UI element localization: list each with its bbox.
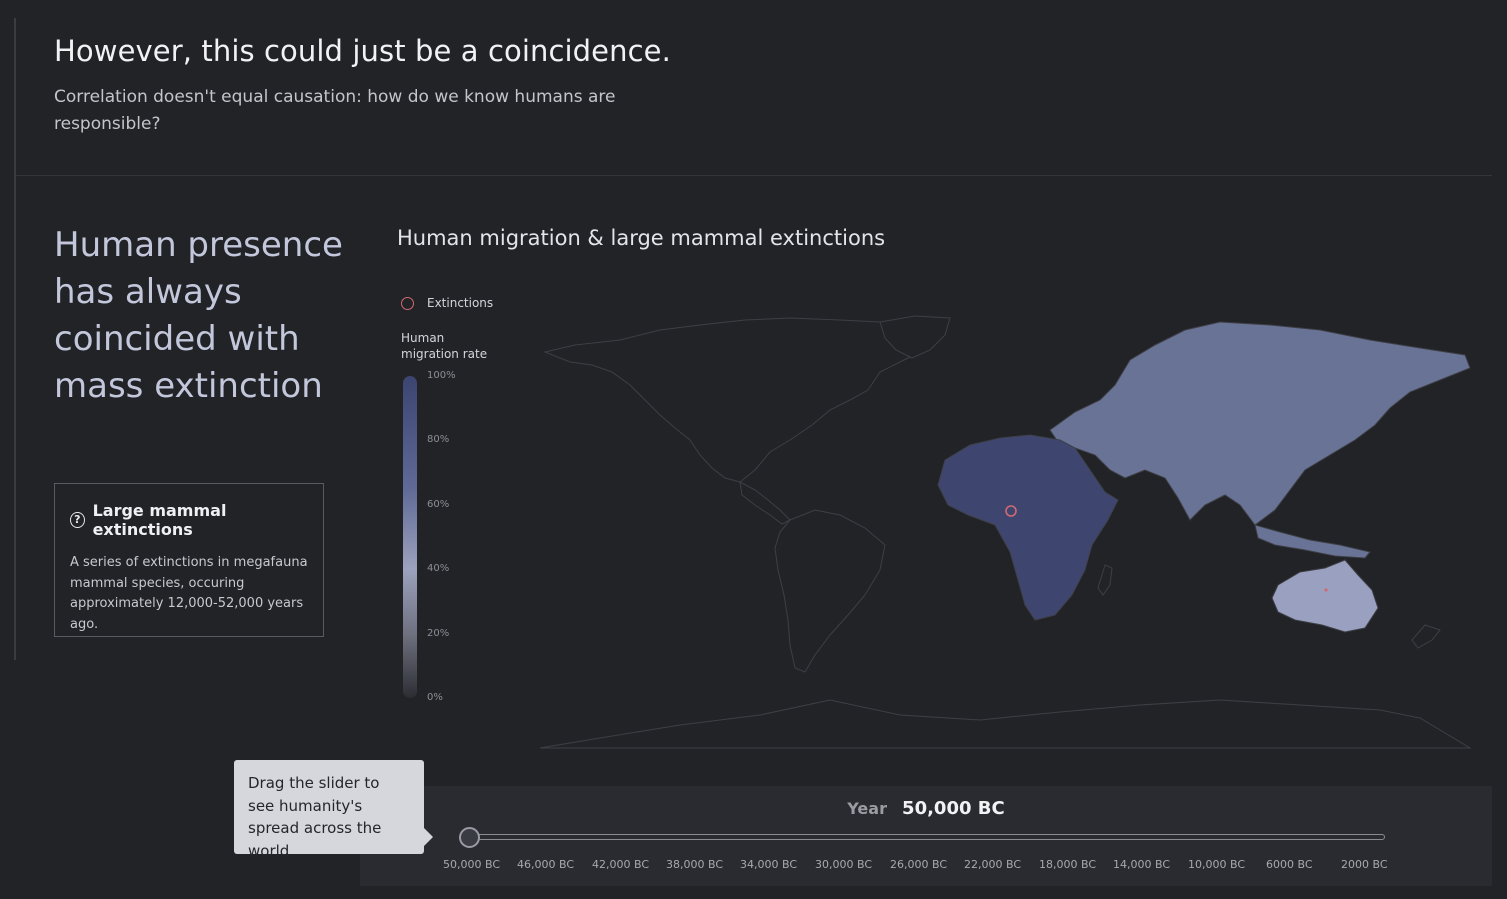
scale-tick-100: 100%	[427, 370, 456, 381]
scale-tick-60: 60%	[427, 499, 450, 510]
year-value: 50,000 BC	[902, 798, 1005, 819]
info-title-row: ? Large mammal extinctions	[70, 501, 308, 539]
section-title: However, this could just be a coincidenc…	[54, 34, 671, 68]
year-label: Year	[847, 799, 887, 818]
left-rule	[14, 18, 16, 660]
legend-extinctions: Extinctions	[401, 296, 493, 310]
slider-tick-label: 14,000 BC	[1113, 858, 1171, 871]
region-central-america[interactable]	[739, 481, 791, 525]
question-circle-icon[interactable]: ?	[70, 512, 85, 528]
slider-tick-label: 50,000 BC	[443, 858, 501, 871]
region-eurasia[interactable]	[1049, 321, 1471, 526]
slider-tick-label: 2000 BC	[1341, 858, 1388, 871]
info-description: A series of extinctions in megafauna mam…	[70, 555, 308, 632]
slider-tick-label: 26,000 BC	[890, 858, 948, 871]
headline: Human presence has always coincided with…	[54, 225, 343, 406]
region-africa[interactable]	[937, 434, 1119, 621]
region-north-america[interactable]	[543, 317, 931, 483]
slider-tick-label: 38,000 BC	[666, 858, 724, 871]
region-greenland[interactable]	[879, 315, 951, 359]
scale-tick-40: 40%	[427, 563, 450, 574]
slider-tick-label: 42,000 BC	[592, 858, 650, 871]
extinction-marker-australia[interactable]	[1324, 588, 1328, 592]
slider-tick-label: 30,000 BC	[815, 858, 873, 871]
slider-tick-label: 18,000 BC	[1039, 858, 1097, 871]
scale-tick-80: 80%	[427, 434, 450, 445]
slider-tick-label: 34,000 BC	[740, 858, 798, 871]
year-slider-thumb[interactable]	[459, 827, 480, 848]
region-antarctica[interactable]	[539, 699, 1472, 749]
slider-tick-label: 22,000 BC	[964, 858, 1022, 871]
map-title: Human migration & large mammal extinctio…	[397, 226, 886, 250]
year-slider-panel: Year 50,000 BC 50,000 BC 46,000 BC 42,00…	[360, 786, 1492, 886]
region-new-zealand[interactable]	[1411, 624, 1441, 649]
region-madagascar[interactable]	[1097, 564, 1113, 596]
region-south-america[interactable]	[774, 509, 886, 673]
extinction-ring-icon	[401, 296, 414, 310]
scale-title: Human migration rate	[401, 331, 488, 361]
year-readout: Year 50,000 BC	[360, 798, 1492, 819]
slider-tick-label: 10,000 BC	[1188, 858, 1246, 871]
region-southeast-asia[interactable]	[1254, 524, 1371, 559]
section-header: However, this could just be a coincidenc…	[54, 34, 674, 138]
slider-tick-label: 6000 BC	[1266, 858, 1313, 871]
year-slider-track[interactable]	[469, 834, 1385, 840]
scale-tick-0: 0%	[427, 692, 443, 703]
scale-tick-20: 20%	[427, 628, 450, 639]
slider-tick-label: 46,000 BC	[517, 858, 575, 871]
world-map[interactable]	[530, 300, 1480, 770]
migration-scale-bar	[403, 376, 417, 698]
slider-hint-tooltip: Drag the slider to see humanity's spread…	[234, 760, 433, 860]
info-box: ? Large mammal extinctions A series of e…	[54, 483, 324, 637]
section-subtitle: Correlation doesn't equal causation: how…	[54, 87, 616, 134]
legend-extinctions-label: Extinctions	[427, 296, 494, 310]
extinction-marker-africa[interactable]	[1005, 505, 1017, 517]
region-australia[interactable]	[1271, 559, 1379, 633]
divider	[16, 175, 1492, 176]
info-title: Large mammal extinctions	[92, 501, 227, 539]
